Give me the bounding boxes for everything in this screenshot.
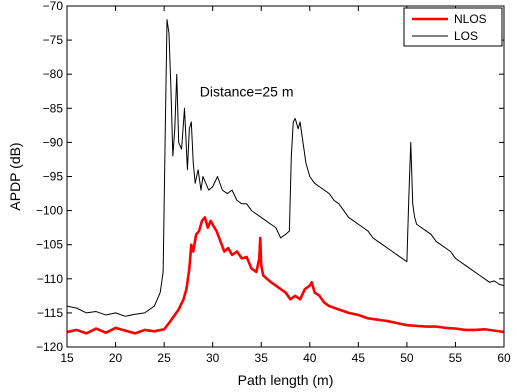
legend-label-los: LOS <box>454 29 478 43</box>
series-line-los <box>66 19 505 317</box>
plot-area <box>67 6 504 347</box>
plot-background <box>67 6 504 347</box>
y-tick-label: −85 <box>43 101 64 115</box>
y-tick-label: −110 <box>37 272 63 286</box>
axes: 15 20 25 30 35 40 45 50 55 60 −120 −115 −110 −105 −100… <box>36 0 511 365</box>
x-tick-label: 45 <box>352 351 366 365</box>
legend: NLOS LOS <box>403 7 503 47</box>
y-tick-label: −115 <box>37 306 63 320</box>
x-tick-label: 25 <box>157 351 171 365</box>
y-tick-label: −70 <box>43 0 64 13</box>
series-line-nlos <box>66 216 505 335</box>
y-tick-label: −120 <box>36 340 63 354</box>
x-tick-label: 55 <box>449 351 463 365</box>
x-tick-label: 35 <box>255 351 269 365</box>
x-axis-label: Path length (m) <box>238 372 334 388</box>
x-tick-label: 30 <box>206 351 220 365</box>
y-tick-label: −75 <box>43 33 64 47</box>
x-tick-label: 20 <box>109 351 123 365</box>
x-tick-label: 50 <box>400 351 414 365</box>
legend-label-nlos: NLOS <box>454 12 487 26</box>
legend-box <box>403 7 503 47</box>
series-layer <box>66 19 505 335</box>
y-tick-label: −95 <box>43 170 64 184</box>
y-tick-label: −100 <box>36 204 63 218</box>
x-tick-label: 15 <box>60 351 74 365</box>
y-tick-label: −80 <box>43 67 64 81</box>
y-axis-label: APDP (dB) <box>7 142 23 210</box>
x-tick-label: 40 <box>303 351 317 365</box>
x-tick-label: 60 <box>497 351 511 365</box>
y-tick-label: −90 <box>43 135 64 149</box>
annotation-distance: Distance=25 m <box>200 84 294 100</box>
y-tick-label: −105 <box>36 238 63 252</box>
